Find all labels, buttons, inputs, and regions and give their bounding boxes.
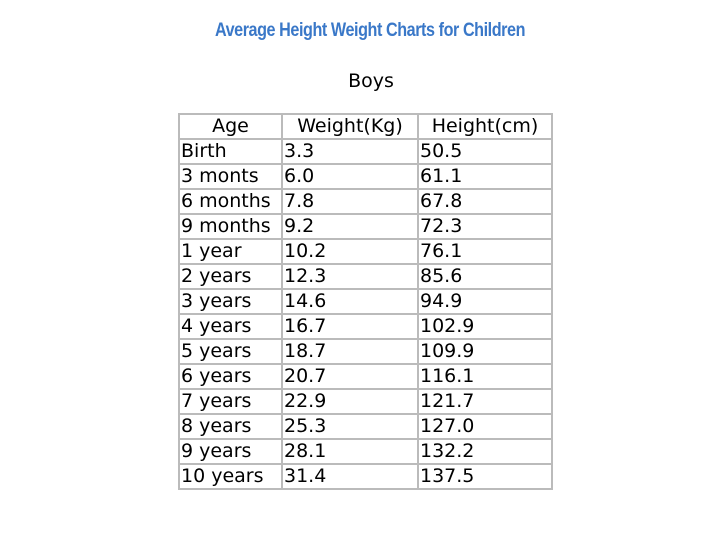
table-cell: 2 years [178,263,283,290]
table-cell: 94.9 [417,288,553,315]
column-header: Age [178,113,283,140]
table-cell: 76.1 [417,238,553,265]
table-row: 6 months 7.8 67.8 [178,188,553,215]
table-cell: 121.7 [417,388,553,415]
table-row: 3 monts 6.0 61.1 [178,163,553,190]
table-cell: 3.3 [281,138,419,165]
table-cell: 10 years [178,463,283,490]
table-cell: 9 months [178,213,283,240]
table-cell: 18.7 [281,338,419,365]
table-cell: 25.3 [281,413,419,440]
header-row: Age Weight(Kg) Height(cm) [178,113,553,140]
column-header: Weight(Kg) [281,113,419,140]
table-cell: 9.2 [281,213,419,240]
table-cell: 7 years [178,388,283,415]
table-row: 7 years 22.9 121.7 [178,388,553,415]
table-cell: 3 monts [178,163,283,190]
table-cell: 137.5 [417,463,553,490]
table-row: 5 years 18.7 109.9 [178,338,553,365]
table-cell: 127.0 [417,413,553,440]
subtitle: Boys [348,70,394,92]
table-cell: 20.7 [281,363,419,390]
table-row: 3 years 14.6 94.9 [178,288,553,315]
table-row: 8 years 25.3 127.0 [178,413,553,440]
table-cell: 67.8 [417,188,553,215]
table-cell: 132.2 [417,438,553,465]
table-cell: 28.1 [281,438,419,465]
data-table: Age Weight(Kg) Height(cm) Birth 3.3 50.5 3 mon… [178,113,553,490]
table-cell: 102.9 [417,313,553,340]
table-row: 1 year 10.2 76.1 [178,238,553,265]
table-cell: 4 years [178,313,283,340]
table-cell: 6.0 [281,163,419,190]
table-cell: Birth [178,138,283,165]
table-cell: 1 year [178,238,283,265]
table-cell: 6 years [178,363,283,390]
table-cell: 50.5 [417,138,553,165]
table-cell: 22.9 [281,388,419,415]
table-cell: 7.8 [281,188,419,215]
table-cell: 14.6 [281,288,419,315]
table-cell: 72.3 [417,213,553,240]
table-cell: 10.2 [281,238,419,265]
column-header: Height(cm) [417,113,553,140]
table-row: 4 years 16.7 102.9 [178,313,553,340]
table-row: Birth 3.3 50.5 [178,138,553,165]
table-cell: 5 years [178,338,283,365]
table-cell: 8 years [178,413,283,440]
table-cell: 61.1 [417,163,553,190]
table-cell: 116.1 [417,363,553,390]
table-row: 9 months 9.2 72.3 [178,213,553,240]
table-cell: 16.7 [281,313,419,340]
table-row: 6 years 20.7 116.1 [178,363,553,390]
table-cell: 9 years [178,438,283,465]
table-cell: 31.4 [281,463,419,490]
table-cell: 12.3 [281,263,419,290]
table-row: 2 years 12.3 85.6 [178,263,553,290]
table-row: 10 years 31.4 137.5 [178,463,553,490]
title: Average Height Weight Charts for Childre… [214,20,526,41]
table-cell: 3 years [178,288,283,315]
table-cell: 85.6 [417,263,553,290]
table-cell: 109.9 [417,338,553,365]
table-row: 9 years 28.1 132.2 [178,438,553,465]
table-cell: 6 months [178,188,283,215]
